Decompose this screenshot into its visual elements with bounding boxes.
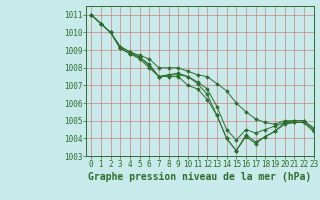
X-axis label: Graphe pression niveau de la mer (hPa): Graphe pression niveau de la mer (hPa): [88, 172, 312, 182]
